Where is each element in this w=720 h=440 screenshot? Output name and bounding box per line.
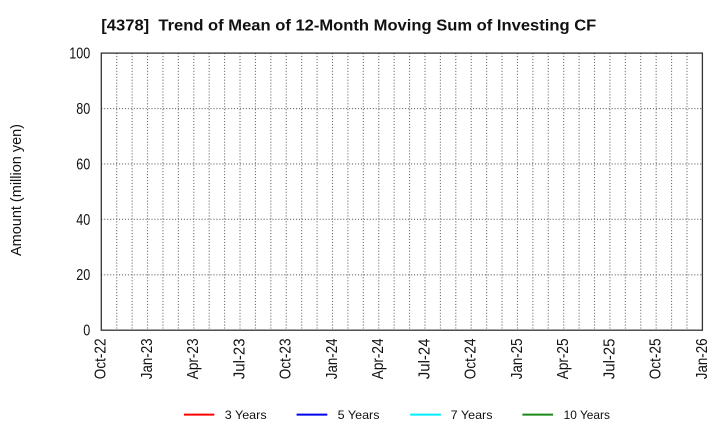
svg-text:Apr-24: Apr-24 <box>370 338 387 379</box>
svg-text:20: 20 <box>76 267 90 284</box>
svg-text:Oct-23: Oct-23 <box>278 338 295 379</box>
svg-text:Jan-26: Jan-26 <box>694 338 711 379</box>
svg-text:Oct-25: Oct-25 <box>648 338 665 379</box>
svg-text:Jan-25: Jan-25 <box>509 338 526 379</box>
svg-text:10 Years: 10 Years <box>564 408 610 422</box>
svg-text:Jul-25: Jul-25 <box>601 338 618 379</box>
svg-text:Jan-24: Jan-24 <box>324 338 341 379</box>
svg-text:40: 40 <box>76 212 90 229</box>
svg-text:3 Years: 3 Years <box>225 408 267 422</box>
svg-text:Amount (million yen): Amount (million yen) <box>8 124 25 256</box>
svg-text:7 Years: 7 Years <box>451 408 493 422</box>
svg-text:Jan-23: Jan-23 <box>139 338 156 379</box>
svg-text:Apr-25: Apr-25 <box>555 338 572 379</box>
svg-text:0: 0 <box>83 323 90 340</box>
svg-text:60: 60 <box>76 156 90 173</box>
svg-text:Oct-24: Oct-24 <box>463 338 480 379</box>
svg-text:Apr-23: Apr-23 <box>185 338 202 379</box>
svg-text:80: 80 <box>76 101 90 118</box>
svg-text:100: 100 <box>69 46 90 63</box>
svg-text:Jul-24: Jul-24 <box>416 338 433 379</box>
svg-text:Oct-22: Oct-22 <box>93 338 110 379</box>
svg-text:5 Years: 5 Years <box>338 408 380 422</box>
svg-text:Jul-23: Jul-23 <box>231 338 248 379</box>
svg-text:[4378] Trend of Mean of 12-Mo: [4378] Trend of Mean of 12-Month Moving … <box>101 18 596 35</box>
